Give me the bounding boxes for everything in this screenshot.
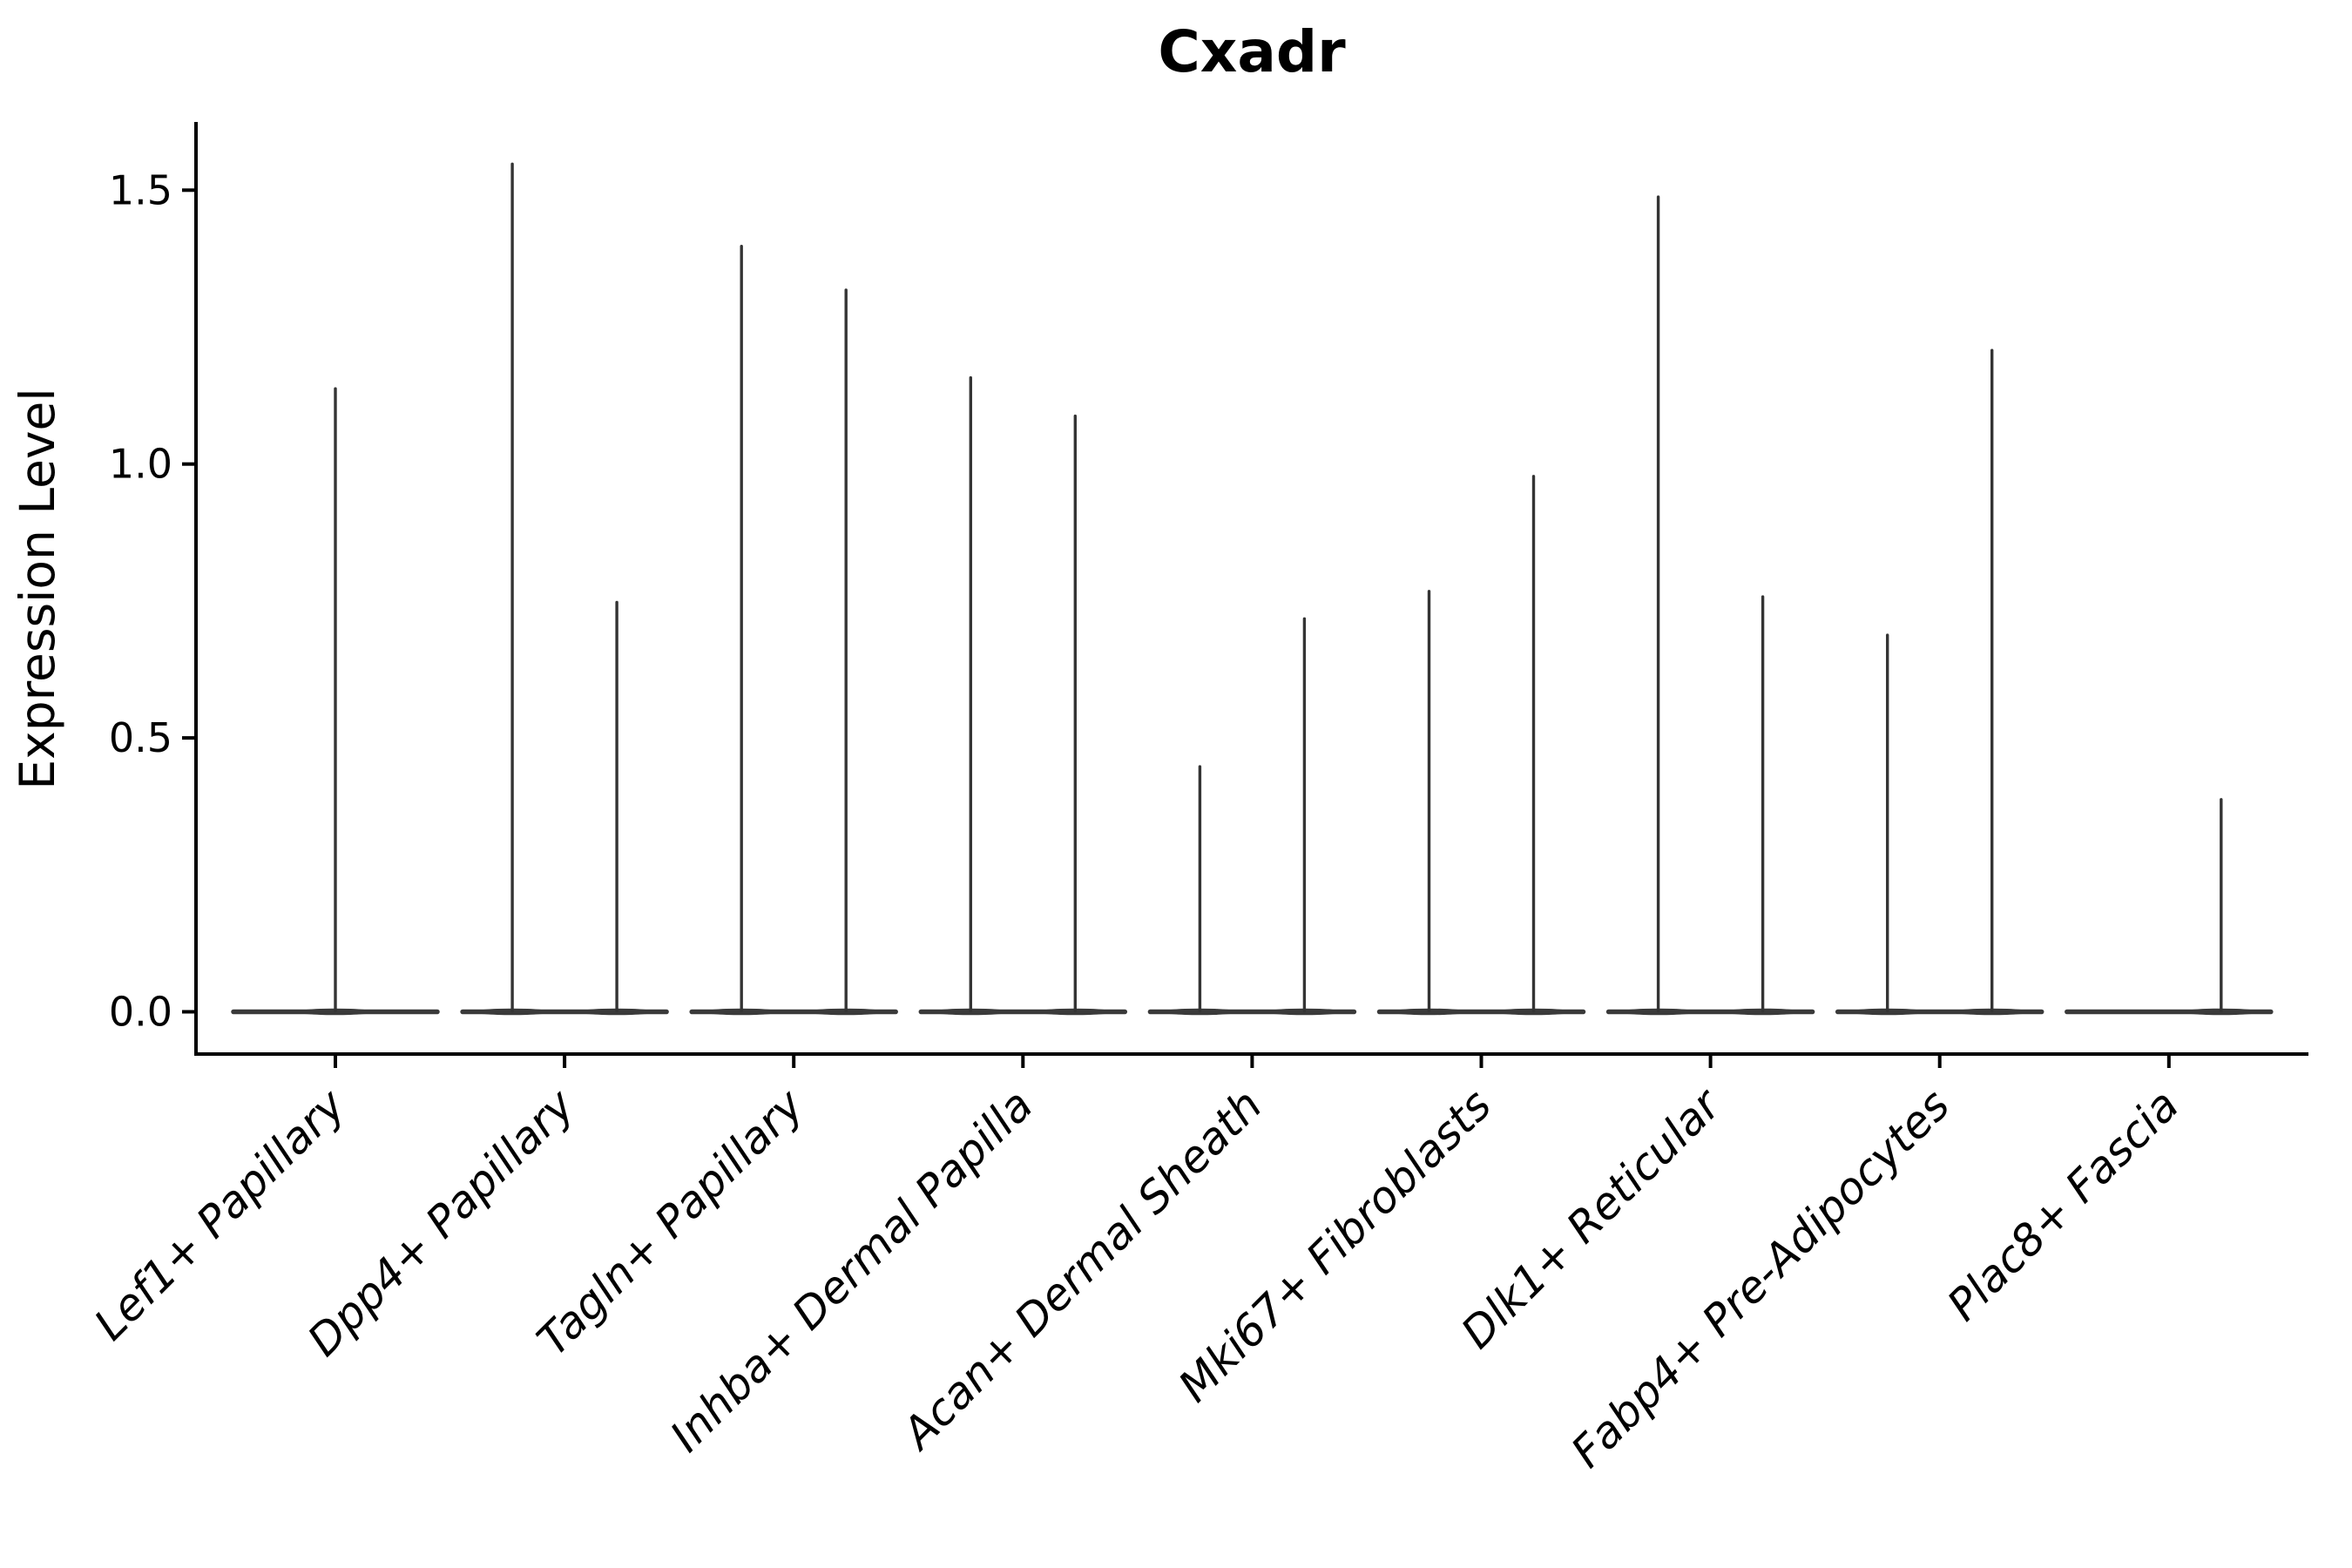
x-tick-label: Inhba+ Dermal Papilla bbox=[660, 1079, 1042, 1461]
y-tick-label: 1.5 bbox=[109, 166, 172, 213]
y-axis-label: Expression Level bbox=[10, 388, 65, 789]
x-tick-label: Lef1+ Papillary bbox=[84, 1078, 355, 1349]
y-tick-label: 0.0 bbox=[109, 989, 172, 1036]
x-tick-label: Plac8+ Fascia bbox=[1937, 1079, 2188, 1330]
y-tick-label: 0.5 bbox=[109, 714, 172, 761]
chart-title: Cxadr bbox=[1158, 18, 1346, 85]
y-tick-label: 1.0 bbox=[109, 441, 172, 488]
x-tick-label: Fabp4+ Pre-Adipocytes bbox=[1562, 1079, 1960, 1477]
x-tick-label: Acan+ Dermal Sheath bbox=[891, 1079, 1272, 1460]
